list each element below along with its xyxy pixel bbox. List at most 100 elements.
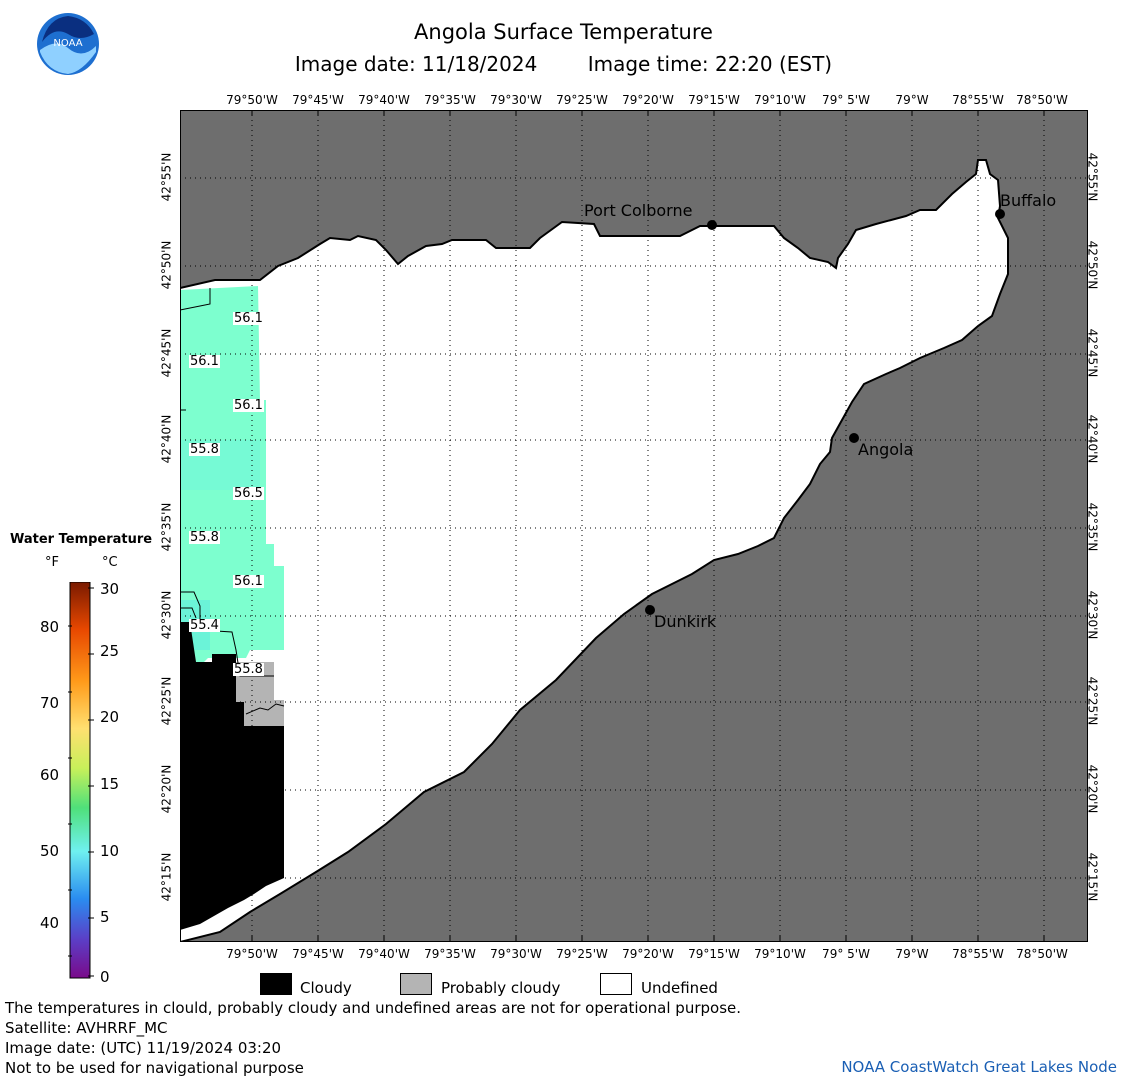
lon-label: 79°30'W xyxy=(490,93,542,107)
isotherm-label: 55.8 xyxy=(189,530,220,545)
unit-celsius: °C xyxy=(102,555,118,570)
noaa-logo-text: NOAA xyxy=(53,38,82,49)
lat-label: 42°35'N xyxy=(1085,502,1100,552)
isotherm-label: 56.1 xyxy=(233,574,264,589)
key-probably-cloudy-label: Probably cloudy xyxy=(441,979,561,997)
isotherm-line xyxy=(245,703,285,715)
image-date: Image date: 11/18/2024 xyxy=(294,52,538,76)
lon-label: 79°45'W xyxy=(292,947,344,961)
lat-label: 42°40'N xyxy=(1085,414,1100,464)
footer-nav-warning: Not to be used for navigational purpose xyxy=(5,1059,304,1077)
c-tick: 25 xyxy=(100,642,120,660)
footer-credit: NOAA CoastWatch Great Lakes Node xyxy=(841,1058,1117,1076)
lon-label: 78°50'W xyxy=(1016,93,1068,107)
color-scale-bar xyxy=(68,582,94,979)
city-label-angola: Angola xyxy=(858,440,914,459)
dunkirk-marker xyxy=(645,605,655,615)
color-scale-ticks xyxy=(68,587,94,977)
isotherm-label: 56.1 xyxy=(189,354,220,369)
lon-label: 79°30'W xyxy=(490,947,542,961)
f-tick: 70 xyxy=(40,694,60,712)
isotherm-line xyxy=(180,607,197,619)
map-border xyxy=(180,110,1088,942)
page-title: Angola Surface Temperature xyxy=(414,20,713,44)
lat-label: 42°50'N xyxy=(159,240,174,290)
lat-label: 42°30'N xyxy=(1085,590,1100,640)
lat-label: 42°20'N xyxy=(159,764,174,814)
f-tick: 40 xyxy=(40,914,60,932)
lon-label: 79°W xyxy=(895,947,929,961)
map-frame xyxy=(180,110,1088,942)
lon-label: 79°35'W xyxy=(424,947,476,961)
c-tick: 0 xyxy=(100,968,110,986)
footer-utc-date: Image date: (UTC) 11/19/2024 03:20 xyxy=(5,1039,282,1057)
lon-label: 79° 5'W xyxy=(822,93,870,107)
lat-label: 42°45'N xyxy=(1085,328,1100,378)
lat-label: 42°15'N xyxy=(159,852,174,902)
lat-label: 42°25'N xyxy=(159,676,174,726)
lon-label: 78°55'W xyxy=(952,947,1004,961)
city-label-dunkirk: Dunkirk xyxy=(654,612,717,631)
footer-satellite: Satellite: AVHRRF_MC xyxy=(5,1019,168,1037)
f-tick: 50 xyxy=(40,842,60,860)
isotherm-line xyxy=(180,591,201,622)
lon-label: 79°20'W xyxy=(622,947,674,961)
lon-label: 79°10'W xyxy=(754,947,806,961)
city-label-port-colborne: Port Colborne xyxy=(584,201,693,220)
isotherm-label: 56.5 xyxy=(233,486,264,501)
lon-label: 79°40'W xyxy=(358,93,410,107)
c-tick: 20 xyxy=(100,708,120,726)
image-datetime: Image date: 11/18/2024 Image time: 22:20… xyxy=(0,52,1127,76)
lon-label: 79°50'W xyxy=(226,947,278,961)
lake-undefined-area xyxy=(180,159,1009,942)
lat-label: 42°45'N xyxy=(159,328,174,378)
isotherm-line xyxy=(180,288,211,311)
city-label-buffalo: Buffalo xyxy=(1000,191,1057,210)
lat-label: 42°40'N xyxy=(159,414,174,464)
color-scale-gradient xyxy=(69,582,91,979)
lon-label: 79°50'W xyxy=(226,93,278,107)
c-tick: 10 xyxy=(100,842,120,860)
isotherm-label: 55.8 xyxy=(233,662,264,677)
graticule xyxy=(180,110,1088,942)
lon-label: 79°20'W xyxy=(622,93,674,107)
probably-cloudy-area xyxy=(236,662,284,726)
lon-label: 79° 5'W xyxy=(822,947,870,961)
lon-label: 79°15'W xyxy=(688,93,740,107)
lon-label: 78°50'W xyxy=(1016,947,1068,961)
port-colborne-marker xyxy=(707,220,717,230)
unit-fahrenheit: °F xyxy=(45,555,59,570)
lat-label: 42°55'N xyxy=(159,152,174,202)
lat-label: 42°30'N xyxy=(159,590,174,640)
c-tick: 30 xyxy=(100,580,120,598)
lon-label: 78°55'W xyxy=(952,93,1004,107)
lon-label: 79°10'W xyxy=(754,93,806,107)
f-tick: 80 xyxy=(40,618,60,636)
key-cloudy-label: Cloudy xyxy=(300,979,352,997)
lon-label: 79°15'W xyxy=(688,947,740,961)
noaa-logo: NOAA xyxy=(37,13,99,75)
key-cloudy-swatch xyxy=(260,973,292,995)
angola-marker xyxy=(849,433,859,443)
c-tick: 5 xyxy=(100,908,110,926)
lon-label: 79°W xyxy=(895,93,929,107)
buffalo-marker xyxy=(995,209,1005,219)
lat-label: 42°20'N xyxy=(1085,764,1100,814)
isotherm-label: 56.1 xyxy=(233,398,264,413)
lat-label: 42°35'N xyxy=(159,502,174,552)
lon-label: 79°25'W xyxy=(556,947,608,961)
lat-label: 42°50'N xyxy=(1085,240,1100,290)
lat-label: 42°55'N xyxy=(1085,152,1100,202)
lon-label: 79°40'W xyxy=(358,947,410,961)
isotherm-line xyxy=(199,629,274,677)
lat-label: 42°15'N xyxy=(1085,852,1100,902)
legend-title: Water Temperature xyxy=(10,532,153,547)
key-undefined-label: Undefined xyxy=(641,979,718,997)
cloudy-area xyxy=(180,622,284,930)
isotherm-label: 56.1 xyxy=(233,311,264,326)
lon-label: 79°25'W xyxy=(556,93,608,107)
image-time: Image time: 22:20 (EST) xyxy=(587,52,833,76)
footer-note: The temperatures in clould, probably clo… xyxy=(5,999,742,1017)
key-probably-cloudy-swatch xyxy=(400,973,432,995)
c-tick: 15 xyxy=(100,775,120,793)
